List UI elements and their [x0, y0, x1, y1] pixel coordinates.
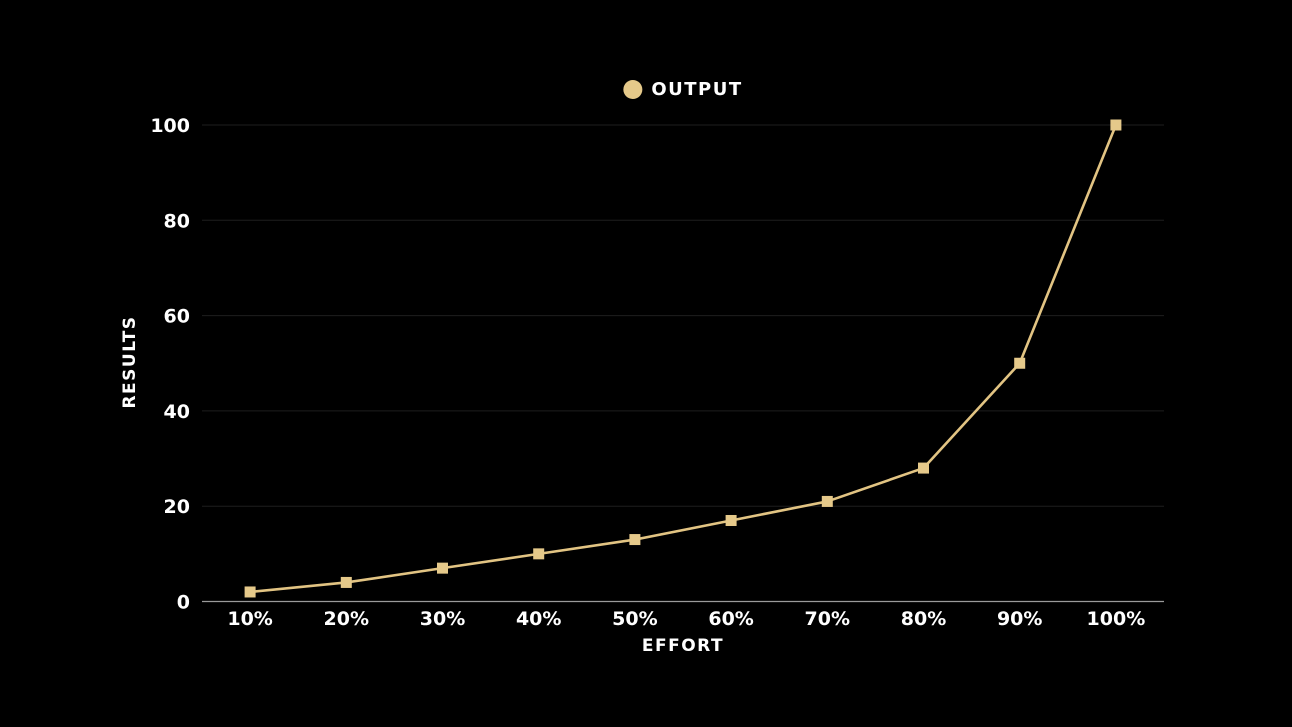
x-tick-label: 100%: [1087, 608, 1146, 630]
y-axis-title: RESULTS: [120, 315, 140, 409]
x-tick-label: 80%: [901, 608, 946, 630]
x-tick-label: 30%: [420, 608, 465, 630]
legend-label: OUTPUT: [651, 79, 743, 100]
x-tick-label: 10%: [227, 608, 272, 630]
y-tick-label: 60: [164, 306, 190, 328]
y-tick-label: 40: [164, 401, 190, 423]
y-tick-label: 0: [177, 592, 190, 614]
x-tick-label: 60%: [708, 608, 753, 630]
x-tick-label: 50%: [612, 608, 657, 630]
data-point-marker: [244, 586, 256, 598]
legend-circle-icon: [623, 80, 643, 99]
x-tick-label: 20%: [324, 608, 369, 630]
data-point-marker: [1110, 119, 1122, 131]
data-point-marker: [821, 495, 833, 507]
data-point-marker: [1014, 357, 1026, 369]
x-tick-label: 90%: [997, 608, 1042, 630]
data-point-marker: [533, 548, 545, 560]
x-tick-label: 40%: [516, 608, 561, 630]
data-point-marker: [725, 514, 737, 526]
data-point-marker: [437, 562, 448, 574]
x-tick-label: 70%: [805, 608, 850, 630]
data-point-marker: [629, 534, 641, 546]
data-point-marker: [918, 462, 929, 474]
legend-item-output[interactable]: OUTPUT: [623, 79, 742, 100]
series-line-output: [249, 124, 1118, 594]
data-point-marker: [340, 576, 352, 588]
y-tick-label: 100: [150, 115, 190, 137]
x-axis-title: EFFORT: [641, 636, 725, 656]
y-tick-label: 20: [164, 496, 190, 518]
y-tick-label: 80: [164, 210, 190, 232]
